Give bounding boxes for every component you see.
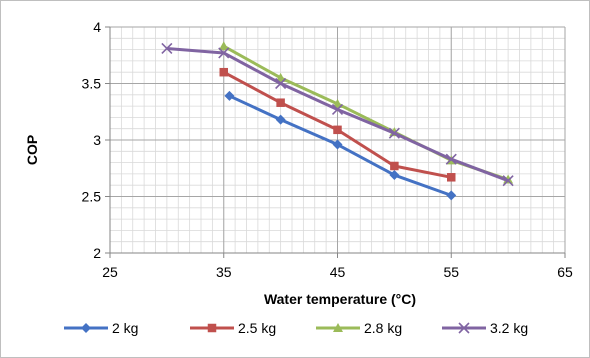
legend: 2 kg 2.5 kg 2.8 kg 3.2 kg <box>64 320 528 336</box>
data-point <box>502 175 514 187</box>
data-point <box>445 153 457 165</box>
x-tick-label: 45 <box>330 264 346 280</box>
y-tick-label: 3.5 <box>82 76 102 92</box>
y-tick-label: 3 <box>93 132 101 148</box>
legend-marker <box>458 322 470 334</box>
data-point <box>332 139 343 150</box>
axes: 2 2.5 3 3.5 4 25 35 45 55 65 <box>82 19 573 280</box>
legend-item: 2.5 kg <box>190 320 276 336</box>
legend-item: 3.2 kg <box>442 320 528 336</box>
grid-lines <box>109 26 566 254</box>
marker-stroke <box>161 42 173 55</box>
data-point <box>389 170 400 181</box>
series-2 <box>219 67 456 182</box>
data-point <box>388 127 400 139</box>
x-tick-label: 55 <box>443 264 459 280</box>
marker-stroke <box>218 47 230 59</box>
legend-item: 2 kg <box>64 320 138 336</box>
data-point <box>331 103 344 116</box>
data-point <box>218 41 229 51</box>
marker-stroke <box>445 153 457 165</box>
marker-stroke <box>388 127 400 139</box>
series-1 <box>224 90 457 201</box>
series-4 <box>161 42 514 187</box>
marker-stroke <box>275 77 287 90</box>
legend-marker <box>333 323 343 332</box>
data-point <box>219 67 228 77</box>
legend-marker <box>81 323 91 333</box>
y-axis-title: COP <box>24 135 40 165</box>
data-point <box>390 161 399 171</box>
y-tick-label: 2 <box>93 245 101 261</box>
x-tick-label: 35 <box>216 264 232 280</box>
data-point <box>447 173 456 182</box>
data-point <box>275 72 286 82</box>
data-point <box>218 47 230 59</box>
data-point <box>161 42 173 55</box>
x-tick-label: 25 <box>102 264 118 280</box>
legend-item: 2.8 kg <box>316 320 402 336</box>
marker-stroke <box>458 322 470 334</box>
data-point <box>333 125 342 135</box>
legend-label: 2.5 kg <box>238 320 276 336</box>
data-point <box>332 98 343 108</box>
x-tick-label: 65 <box>557 264 573 280</box>
series-lines <box>161 41 514 201</box>
y-tick-label: 4 <box>93 19 101 35</box>
data-point <box>275 114 286 125</box>
data-point <box>275 77 287 90</box>
legend-marker <box>207 323 217 333</box>
marker-stroke <box>331 103 344 116</box>
legend-label: 3.2 kg <box>490 320 528 336</box>
data-point <box>276 98 285 107</box>
legend-label: 2 kg <box>112 320 138 336</box>
marker-stroke <box>502 175 514 187</box>
data-point <box>224 90 235 101</box>
legend-label: 2.8 kg <box>364 320 402 336</box>
y-tick-label: 2.5 <box>82 189 102 205</box>
x-axis-title: Water temperature (°C) <box>264 291 416 307</box>
data-point <box>446 190 457 201</box>
